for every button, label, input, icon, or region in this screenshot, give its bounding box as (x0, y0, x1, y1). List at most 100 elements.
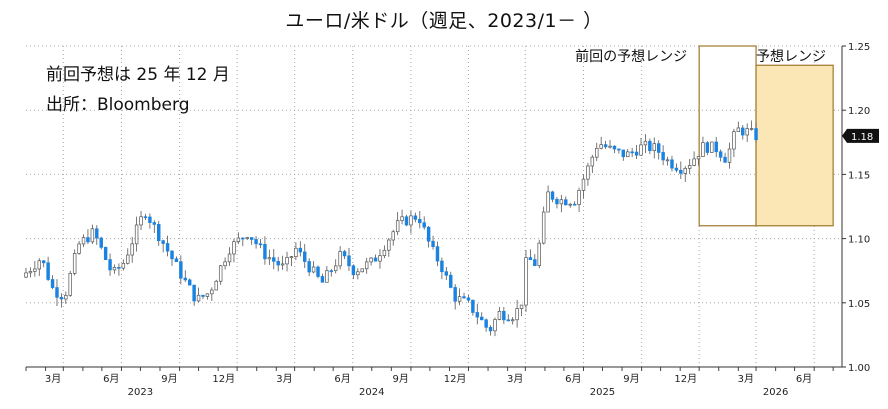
candle-down (170, 250, 174, 260)
candle-up (369, 257, 373, 263)
candle-down (453, 287, 457, 302)
candle-down (329, 270, 334, 273)
candle-up (727, 148, 732, 163)
x-month-label: 3月 (276, 373, 292, 385)
candle-up (210, 289, 214, 295)
candle-down (192, 284, 196, 302)
candle-up (112, 267, 117, 271)
candle-up (701, 142, 705, 157)
candle-down (528, 257, 533, 260)
candle-up (577, 190, 581, 205)
x-month-label: 6月 (565, 373, 581, 385)
candle-down (550, 191, 555, 200)
x-month-label: 3月 (738, 373, 754, 385)
candle-down (705, 142, 710, 153)
candle-down (754, 128, 758, 140)
y-tick-label: 1.05 (848, 299, 870, 310)
candle-down (183, 277, 188, 281)
candle-down (555, 198, 559, 205)
candle-down (263, 243, 267, 260)
candle-down (59, 296, 64, 300)
candle-up (595, 147, 599, 158)
candle-up (28, 271, 33, 274)
candle-down (50, 279, 55, 288)
candle-down (656, 143, 661, 153)
x-month-label: 3月 (45, 373, 61, 385)
x-month-label: 6月 (334, 373, 350, 385)
candle-down (108, 259, 112, 271)
candle-up (586, 165, 590, 180)
candle-up (311, 266, 316, 273)
candle-up (541, 211, 546, 244)
candle-down (479, 316, 484, 321)
forecast-note: 前回予想は 25 年 12 月 (46, 65, 230, 85)
candle-up (218, 265, 223, 282)
candle-down (152, 222, 157, 225)
y-tick-label: 1.15 (848, 170, 870, 181)
candle-up (665, 159, 670, 162)
candle-down (303, 251, 307, 262)
candle-up (90, 228, 95, 243)
candle-up (749, 128, 754, 130)
candle-up (387, 239, 391, 251)
candle-down (723, 156, 727, 163)
candle-up (214, 280, 218, 291)
candle-up (395, 220, 400, 233)
candle-up (24, 272, 28, 278)
candle-down (347, 255, 351, 267)
x-month-label: 3月 (507, 373, 523, 385)
candle-up (652, 143, 656, 151)
candle-down (741, 127, 745, 136)
candle-down (316, 266, 320, 277)
candle-up (493, 319, 497, 332)
axes: 1.00 1.05 1.10 1.15 1.20 1.25 3月 6月 9月 12月 3月 6月 9月 1… (25, 42, 879, 398)
candle-down (572, 203, 577, 206)
candle-up (626, 151, 630, 158)
candle-up (134, 224, 139, 245)
last-value-label: 1.18 (851, 132, 873, 143)
candlesticks (24, 120, 758, 337)
candle-down (272, 257, 276, 262)
candle-down (249, 237, 254, 240)
candle-up (409, 215, 413, 226)
candle-up (68, 273, 72, 296)
candle-down (603, 144, 608, 148)
last-value-marker (842, 128, 879, 143)
y-tick-label: 1.20 (848, 106, 870, 117)
candle-down (413, 215, 418, 220)
candle-up (333, 265, 338, 272)
candle-down (449, 274, 453, 288)
candle-down (258, 243, 263, 246)
x-year-label: 2023 (128, 387, 153, 398)
candle-up (130, 243, 134, 256)
candle-up (559, 199, 564, 205)
x-month-label: 6月 (796, 373, 812, 385)
candle-up (400, 216, 404, 221)
candle-up (683, 167, 687, 174)
x-month-label: 6月 (103, 373, 119, 385)
previous-forecast-range-label: 前回の予想レンジ (575, 48, 687, 65)
candle-up (382, 249, 387, 257)
candle-up (524, 257, 528, 306)
candle-up (245, 237, 249, 239)
candle-down (351, 265, 356, 276)
candle-up (519, 304, 524, 309)
forecast-ranges: 前回の予想レンジ 予想レンジ (575, 45, 834, 227)
candle-down (674, 167, 679, 171)
candle-up (81, 237, 86, 245)
candle-down (634, 151, 639, 156)
candle-down (276, 260, 280, 266)
candle-up (599, 144, 603, 149)
candle-up (37, 260, 41, 270)
candle-down (714, 141, 718, 153)
candle-down (418, 218, 422, 224)
candle-down (484, 319, 488, 328)
candle-up (639, 144, 643, 156)
candle-up (710, 141, 714, 153)
candle-up (126, 254, 130, 264)
candle-up (205, 293, 210, 297)
candle-up (568, 203, 572, 206)
x-year-label: 2026 (763, 387, 788, 398)
candle-down (55, 287, 59, 298)
candle-down (342, 251, 347, 257)
